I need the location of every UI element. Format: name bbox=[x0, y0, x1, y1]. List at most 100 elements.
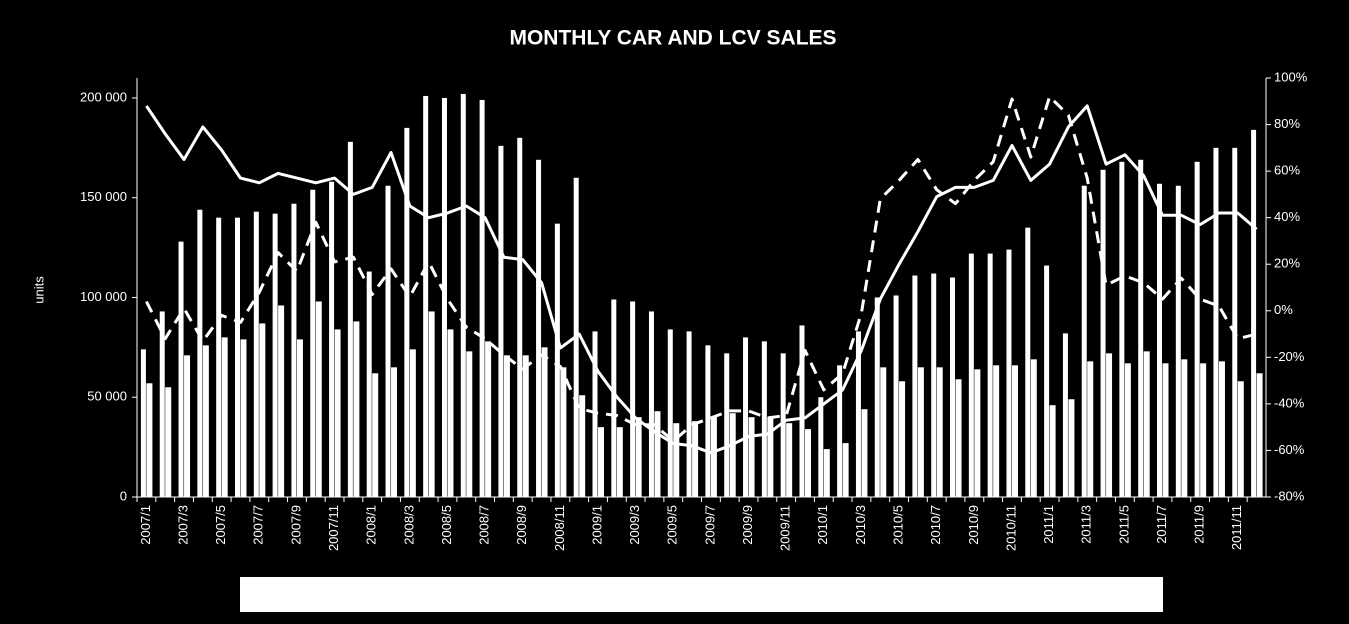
y-tick-label: 50 000 bbox=[87, 389, 127, 404]
y2-tick-label: 0% bbox=[1274, 302, 1293, 317]
bar bbox=[1157, 183, 1163, 497]
x-tick-label: 2007/1 bbox=[138, 505, 153, 545]
x-tick-label: 2007/9 bbox=[288, 505, 303, 545]
bar bbox=[1100, 169, 1106, 497]
x-tick-label: 2011/1 bbox=[1041, 505, 1056, 544]
bar bbox=[1062, 333, 1068, 497]
bar bbox=[616, 427, 623, 497]
bar bbox=[1030, 359, 1037, 497]
bar bbox=[140, 349, 146, 497]
bar bbox=[1081, 185, 1087, 497]
bar bbox=[780, 353, 786, 497]
bar bbox=[554, 223, 560, 497]
chart-title: MONTHLY CAR AND LCV SALES bbox=[509, 27, 836, 50]
bar bbox=[1068, 399, 1075, 497]
bar bbox=[1124, 363, 1131, 497]
bar bbox=[366, 271, 372, 497]
bar bbox=[874, 297, 880, 497]
bar bbox=[1237, 381, 1244, 497]
bar bbox=[310, 189, 316, 497]
x-tick-label: 2010/3 bbox=[853, 505, 868, 545]
y2-tick-label: -20% bbox=[1274, 349, 1305, 364]
bar bbox=[931, 273, 937, 497]
y2-tick-label: -60% bbox=[1274, 442, 1305, 457]
bar bbox=[598, 427, 605, 497]
bar bbox=[240, 339, 247, 497]
dashed-line bbox=[145, 95, 1257, 443]
bar bbox=[272, 213, 278, 497]
bar bbox=[291, 203, 297, 497]
bar bbox=[197, 209, 203, 497]
bar bbox=[466, 351, 473, 497]
bar bbox=[936, 367, 943, 497]
bar bbox=[761, 341, 767, 497]
bar bbox=[202, 345, 209, 497]
x-tick-label: 2011/9 bbox=[1192, 505, 1207, 544]
bar bbox=[1119, 161, 1125, 498]
x-tick-label: 2011/3 bbox=[1079, 505, 1094, 544]
bar bbox=[347, 141, 353, 497]
y-tick-label: 0 bbox=[120, 488, 127, 503]
bar bbox=[296, 339, 303, 497]
bar bbox=[146, 383, 153, 497]
bar bbox=[861, 409, 868, 497]
x-tick-label: 2011/11 bbox=[1229, 505, 1244, 550]
y2-tick-label: 100% bbox=[1274, 69, 1308, 84]
bar bbox=[743, 337, 749, 497]
bar bbox=[178, 241, 184, 497]
x-tick-label: 2007/3 bbox=[175, 505, 190, 545]
x-tick-label: 2011/5 bbox=[1116, 505, 1131, 544]
bar bbox=[579, 395, 586, 497]
bar bbox=[1162, 363, 1169, 497]
bar bbox=[460, 93, 466, 497]
bar bbox=[1251, 129, 1257, 497]
bar bbox=[1106, 353, 1113, 497]
bar bbox=[441, 97, 447, 497]
x-tick-label: 2010/1 bbox=[815, 505, 830, 545]
bar bbox=[216, 217, 222, 497]
bar bbox=[1256, 373, 1263, 497]
y2-tick-label: -40% bbox=[1274, 395, 1305, 410]
bar bbox=[724, 353, 730, 497]
bar bbox=[823, 449, 830, 497]
bar bbox=[818, 397, 824, 497]
bar bbox=[842, 443, 849, 497]
bar bbox=[517, 137, 523, 497]
bar bbox=[1213, 147, 1219, 498]
x-tick-label: 2008/5 bbox=[439, 505, 454, 545]
x-tick-label: 2008/7 bbox=[477, 505, 492, 545]
bar bbox=[912, 275, 918, 497]
bar bbox=[993, 365, 1000, 497]
bar bbox=[391, 367, 398, 497]
y2-tick-label: 80% bbox=[1274, 116, 1300, 131]
bar bbox=[1049, 405, 1056, 497]
x-tick-label: 2008/1 bbox=[364, 505, 379, 545]
y2-tick-label: -80% bbox=[1274, 488, 1305, 503]
bar bbox=[804, 429, 811, 497]
bar bbox=[1025, 227, 1031, 497]
bar bbox=[184, 355, 191, 497]
bar bbox=[1232, 147, 1238, 498]
bar bbox=[917, 367, 924, 497]
bar bbox=[404, 127, 410, 497]
bar bbox=[1044, 265, 1050, 497]
bar bbox=[899, 381, 906, 497]
bar bbox=[786, 423, 793, 497]
bar bbox=[479, 99, 485, 497]
x-tick-label: 2007/5 bbox=[213, 505, 228, 545]
x-tick-label: 2010/7 bbox=[928, 505, 943, 545]
bar bbox=[837, 365, 843, 497]
bar bbox=[409, 349, 416, 497]
x-tick-label: 2009/7 bbox=[702, 505, 717, 545]
bar bbox=[428, 311, 435, 497]
x-tick-label: 2007/11 bbox=[326, 505, 341, 551]
bar bbox=[423, 95, 429, 497]
x-tick-label: 2009/5 bbox=[665, 505, 680, 545]
bar bbox=[686, 331, 692, 497]
x-tick-label: 2009/9 bbox=[740, 505, 755, 545]
bar bbox=[1200, 363, 1207, 497]
x-tick-label: 2008/9 bbox=[514, 505, 529, 545]
bar bbox=[334, 329, 341, 497]
bar bbox=[767, 417, 774, 497]
